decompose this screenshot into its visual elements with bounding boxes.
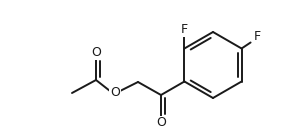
Text: F: F	[254, 30, 261, 43]
Text: O: O	[156, 116, 166, 129]
Text: F: F	[181, 23, 188, 36]
Text: O: O	[91, 46, 101, 59]
Text: O: O	[110, 87, 120, 99]
